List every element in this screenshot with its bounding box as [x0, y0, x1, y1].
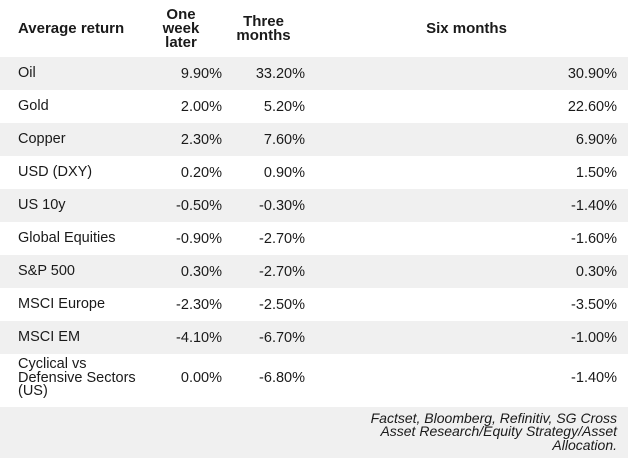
table-row-usd-dxy: USD (DXY) 0.20% 0.90% 1.50%: [0, 156, 628, 189]
three-month-value: -2.70%: [259, 263, 305, 280]
table-row-sp500: S&P 500 0.30% -2.70% 0.30%: [0, 255, 628, 288]
one-week-value: -4.10%: [176, 329, 222, 346]
row-label: US 10y: [18, 196, 66, 213]
row-label: Cyclical vs Defensive Sectors (US): [18, 356, 136, 399]
header-three-months: Three months: [236, 12, 291, 44]
three-month-value: -2.70%: [259, 230, 305, 247]
row-label: Global Equities: [18, 229, 116, 246]
row-label: Oil: [18, 64, 36, 81]
header-six-months: Six months: [426, 19, 507, 37]
table-row-oil: Oil 9.90% 33.20% 30.90%: [0, 57, 628, 90]
six-month-value: 30.90%: [567, 65, 617, 82]
table-row-copper: Copper 2.30% 7.60% 6.90%: [0, 123, 628, 156]
row-label: S&P 500: [18, 262, 75, 279]
source-note-band: Factset, Bloomberg, Refinitiv, SG Cross …: [0, 406, 628, 458]
one-week-value: 0.20%: [180, 164, 222, 181]
six-month-value: -3.50%: [571, 296, 617, 313]
three-month-value: 7.60%: [263, 131, 305, 148]
table-row-global-equities: Global Equities -0.90% -2.70% -1.60%: [0, 222, 628, 255]
three-month-value: 5.20%: [263, 98, 305, 115]
one-week-value: -2.30%: [176, 296, 222, 313]
six-month-value: -1.60%: [571, 230, 617, 247]
three-month-value: 33.20%: [255, 65, 305, 82]
one-week-value: -0.50%: [176, 197, 222, 214]
row-label: MSCI Europe: [18, 295, 106, 312]
source-note: Factset, Bloomberg, Refinitiv, SG Cross …: [370, 409, 617, 453]
six-month-value: 22.60%: [567, 98, 617, 115]
three-month-value: 0.90%: [263, 164, 305, 181]
one-week-value: 9.90%: [180, 65, 222, 82]
row-label: Copper: [18, 130, 66, 147]
six-month-value: -1.00%: [571, 329, 617, 346]
one-week-value: 0.00%: [180, 370, 222, 387]
table-row-us-10y: US 10y -0.50% -0.30% -1.40%: [0, 189, 628, 222]
three-month-value: -6.70%: [259, 329, 305, 346]
one-week-value: 0.30%: [180, 263, 222, 280]
one-week-value: -0.90%: [176, 230, 222, 247]
row-label: MSCI EM: [18, 328, 81, 345]
one-week-value: 2.30%: [180, 131, 222, 148]
table-row-msci-em: MSCI EM -4.10% -6.70% -1.00%: [0, 321, 628, 354]
table-body: Oil 9.90% 33.20% 30.90% Gold 2.00% 5.20%…: [0, 57, 628, 403]
header-one-week-later: One week later: [162, 5, 200, 51]
six-month-value: -1.40%: [571, 197, 617, 214]
three-month-value: -6.80%: [259, 370, 305, 387]
table-row-cyclical-vs-defensive: Cyclical vs Defensive Sectors (US) 0.00%…: [0, 354, 628, 403]
six-month-value: 6.90%: [575, 131, 617, 148]
three-month-value: -2.50%: [259, 296, 305, 313]
table-header-row: Average return One week later Three mont…: [0, 0, 628, 57]
one-week-value: 2.00%: [180, 98, 222, 115]
table-row-msci-europe: MSCI Europe -2.30% -2.50% -3.50%: [0, 288, 628, 321]
three-month-value: -0.30%: [259, 197, 305, 214]
header-average-return: Average return: [18, 19, 125, 37]
table-row-gold: Gold 2.00% 5.20% 22.60%: [0, 90, 628, 123]
row-label: USD (DXY): [18, 163, 93, 180]
six-month-value: 1.50%: [575, 164, 617, 181]
six-month-value: -1.40%: [571, 370, 617, 387]
six-month-value: 0.30%: [575, 263, 617, 280]
row-label: Gold: [18, 97, 49, 114]
